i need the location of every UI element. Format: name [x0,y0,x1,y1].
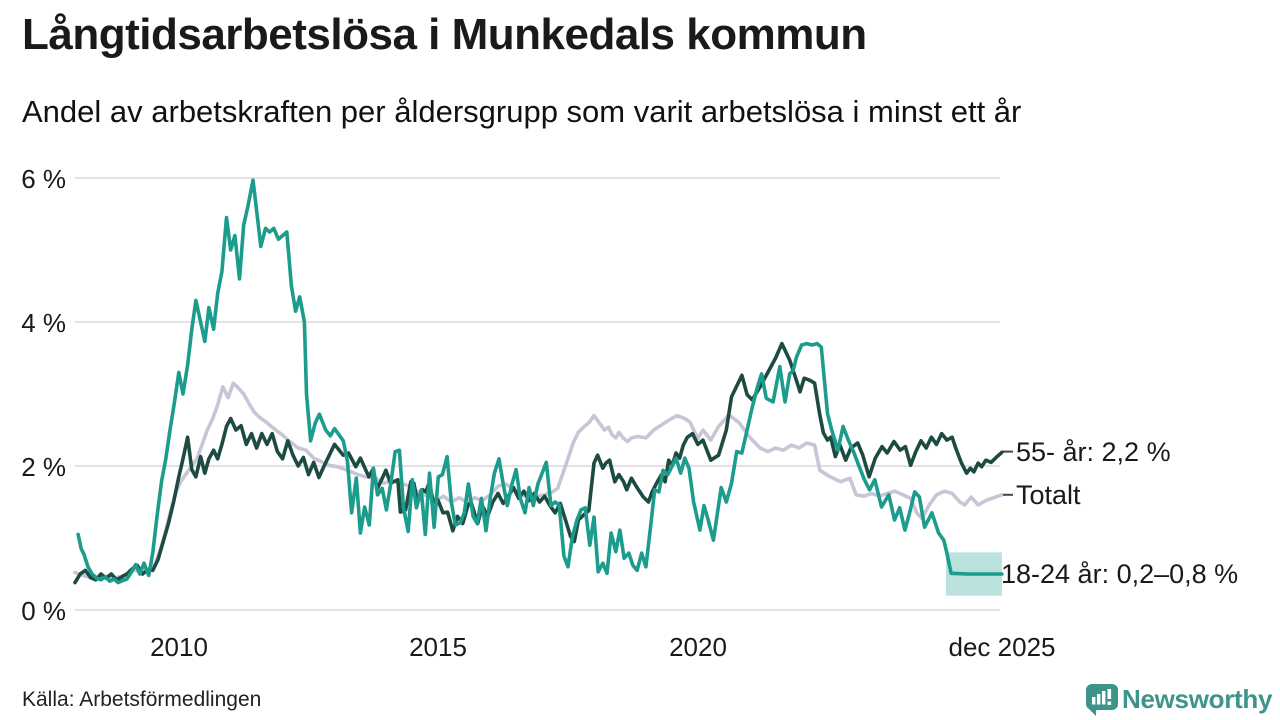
x-tick-2015: 2015 [409,632,467,662]
y-tick-2: 2 % [21,452,66,482]
y-tick-6: 6 % [21,164,66,194]
x-tick-2010: 2010 [150,632,208,662]
newsworthy-brand-text[interactable]: Newsworthy [1122,684,1273,714]
y-tick-0: 0 % [21,596,66,626]
x-tick-2020: 2020 [669,632,727,662]
newsworthy-logo-icon[interactable] [1085,683,1119,717]
x-tick-dec-2025: dec 2025 [948,632,1056,662]
chart-subtitle: Andel av arbetskraften per åldersgrupp s… [22,94,1022,129]
series-label-55: 55- år: 2,2 % [1016,437,1171,467]
series-label-totalt: Totalt [1016,480,1081,510]
series-label-18-24: 18-24 år: 0,2–0,8 % [1001,559,1239,589]
page-title: Långtidsarbetslösa i Munkedals kommun [22,10,867,59]
source-caption: Källa: Arbetsförmedlingen [22,688,262,711]
y-tick-4: 4 % [21,308,66,338]
